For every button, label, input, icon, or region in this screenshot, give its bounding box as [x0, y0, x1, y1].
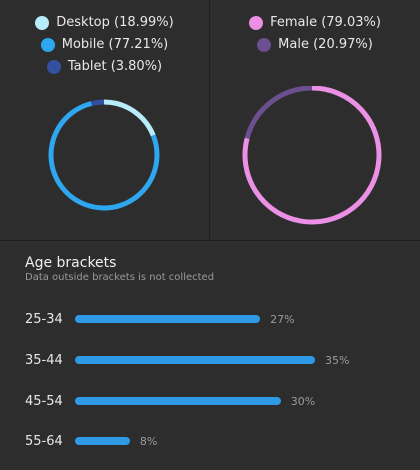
gender-legend-item[interactable]: Female (79.03%) — [249, 14, 381, 32]
age-section: Age brackets Data outside brackets is no… — [0, 241, 420, 470]
device-legend-label: Mobile (77.21%) — [61, 37, 169, 52]
gender-donut-chart — [242, 86, 382, 225]
age-bar-fill[interactable] — [75, 397, 281, 405]
age-bar-fill[interactable] — [75, 315, 261, 323]
gender-panel: Female (79.03%) Male (20.97%) — [210, 0, 420, 240]
age-bar-value: 35% — [325, 353, 350, 367]
device-legend-item[interactable]: Desktop (18.99%) — [35, 14, 174, 32]
age-bar-label: 35-44 — [25, 352, 63, 368]
age-bar-track: 8% — [75, 431, 157, 451]
age-bar-row: 45-54 30% — [25, 391, 405, 411]
age-bar-fill[interactable] — [75, 437, 130, 445]
device-slice-tablet[interactable] — [90, 99, 105, 106]
device-legend-label: Desktop (18.99%) — [56, 15, 174, 30]
age-section-subtitle: Data outside brackets is not collected — [25, 272, 215, 283]
age-bar-fill[interactable] — [75, 356, 315, 364]
device-slice-mobile[interactable] — [48, 101, 160, 211]
age-bar-value: 8% — [139, 434, 158, 448]
age-bar-row: 25-34 27% — [25, 309, 405, 329]
gender-legend-label: Male (20.97%) — [278, 37, 373, 52]
legend-dot-icon — [35, 16, 50, 30]
gender-legend-item[interactable]: Male (20.97%) — [257, 36, 373, 54]
gender-legend-label: Female (79.03%) — [270, 15, 381, 30]
device-legend-item[interactable]: Tablet (3.80%) — [46, 58, 163, 76]
gender-legend: Female (79.03%) Male (20.97%) — [210, 14, 420, 54]
age-bar-label: 45-54 — [25, 393, 63, 409]
age-bar-track: 27% — [75, 309, 295, 329]
age-bar-value: 30% — [290, 394, 316, 408]
age-bar-label: 55-64 — [25, 433, 63, 449]
age-bar-row: 35-44 35% — [25, 350, 405, 370]
device-legend-label: Tablet (3.80%) — [67, 59, 163, 74]
legend-dot-icon — [40, 38, 55, 52]
gender-slice-male[interactable] — [244, 86, 313, 139]
gender-slice-female[interactable] — [242, 86, 382, 225]
horizontal-divider — [0, 240, 420, 241]
legend-dot-icon — [46, 60, 61, 74]
age-bar-track: 35% — [75, 350, 349, 370]
device-legend-item[interactable]: Mobile (77.21%) — [40, 36, 169, 54]
legend-dot-icon — [249, 16, 264, 30]
age-section-title: Age brackets — [25, 255, 117, 271]
age-bar-row: 55-64 8% — [25, 431, 405, 451]
age-bar-track: 30% — [75, 391, 315, 411]
legend-dot-icon — [257, 38, 272, 52]
vertical-divider — [209, 0, 210, 240]
device-panel: Desktop (18.99%) Mobile (77.21%) Tablet (3… — [0, 0, 209, 240]
device-slice-desktop[interactable] — [103, 99, 156, 137]
device-legend: Desktop (18.99%) Mobile (77.21%) Tablet (3… — [0, 14, 209, 76]
device-donut-chart — [48, 99, 160, 211]
top-section: Desktop (18.99%) Mobile (77.21%) Tablet (3… — [0, 0, 420, 240]
age-bar-value: 27% — [270, 312, 295, 326]
age-bar-label: 25-34 — [25, 311, 63, 327]
